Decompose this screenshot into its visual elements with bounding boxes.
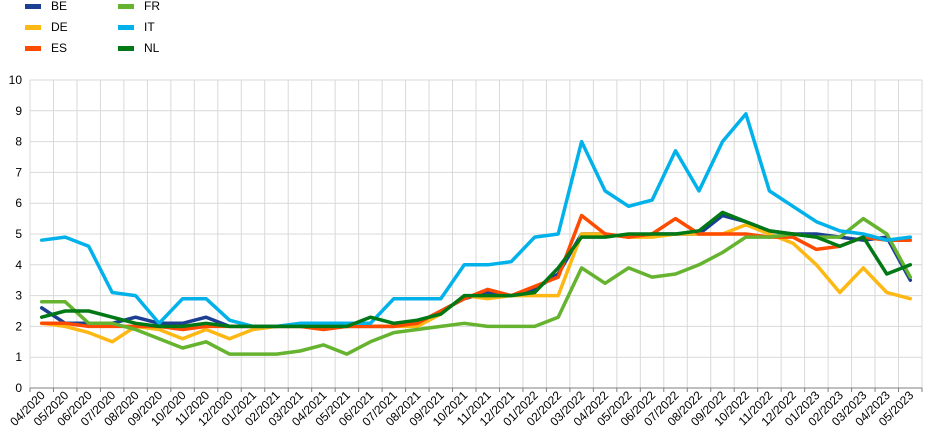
legend-item-be: BE xyxy=(25,0,67,16)
axes xyxy=(29,387,923,392)
series-line-nl xyxy=(39,210,913,329)
y-tick-label: 10 xyxy=(9,73,23,87)
y-tick-label: 9 xyxy=(15,104,22,118)
legend-label-be: BE xyxy=(51,0,68,13)
legend-item-nl: NL xyxy=(118,38,159,58)
legend-swatch-be xyxy=(25,3,41,9)
legend-swatch-fr xyxy=(118,3,134,9)
legend-item-fr: FR xyxy=(118,0,160,16)
y-tick-label: 4 xyxy=(15,258,22,272)
grid-lines xyxy=(29,79,923,388)
legend-label-it: IT xyxy=(144,20,155,34)
chart-legend: BE DE ES FR IT NL xyxy=(0,0,320,60)
y-tick-label: 2 xyxy=(15,319,22,333)
y-tick-label: 3 xyxy=(15,289,22,303)
legend-swatch-nl xyxy=(118,45,134,51)
series-lines xyxy=(39,112,913,356)
y-tick-label: 6 xyxy=(15,196,22,210)
legend-item-es: ES xyxy=(25,38,67,58)
y-tick-label: 8 xyxy=(15,135,22,149)
legend-swatch-es xyxy=(25,45,41,51)
x-axis-tick-labels: 04/202005/202006/202007/202008/202009/20… xyxy=(7,388,916,429)
legend-label-de: DE xyxy=(51,20,68,34)
legend-label-es: ES xyxy=(51,41,68,55)
legend-swatch-de xyxy=(25,24,41,30)
legend-label-nl: NL xyxy=(144,41,160,55)
series-line-it xyxy=(39,112,913,329)
y-tick-label: 1 xyxy=(15,350,22,364)
y-tick-label: 7 xyxy=(15,165,22,179)
series-line-fr xyxy=(39,216,913,356)
legend-swatch-it xyxy=(118,24,134,30)
y-tick-label: 5 xyxy=(15,227,22,241)
legend-item-de: DE xyxy=(25,17,68,37)
y-tick-label: 0 xyxy=(15,381,22,395)
legend-item-it: IT xyxy=(118,17,155,37)
y-axis-tick-labels: 0 1 2 3 4 5 6 7 8 9 10 xyxy=(9,73,23,395)
legend-label-fr: FR xyxy=(144,0,160,13)
